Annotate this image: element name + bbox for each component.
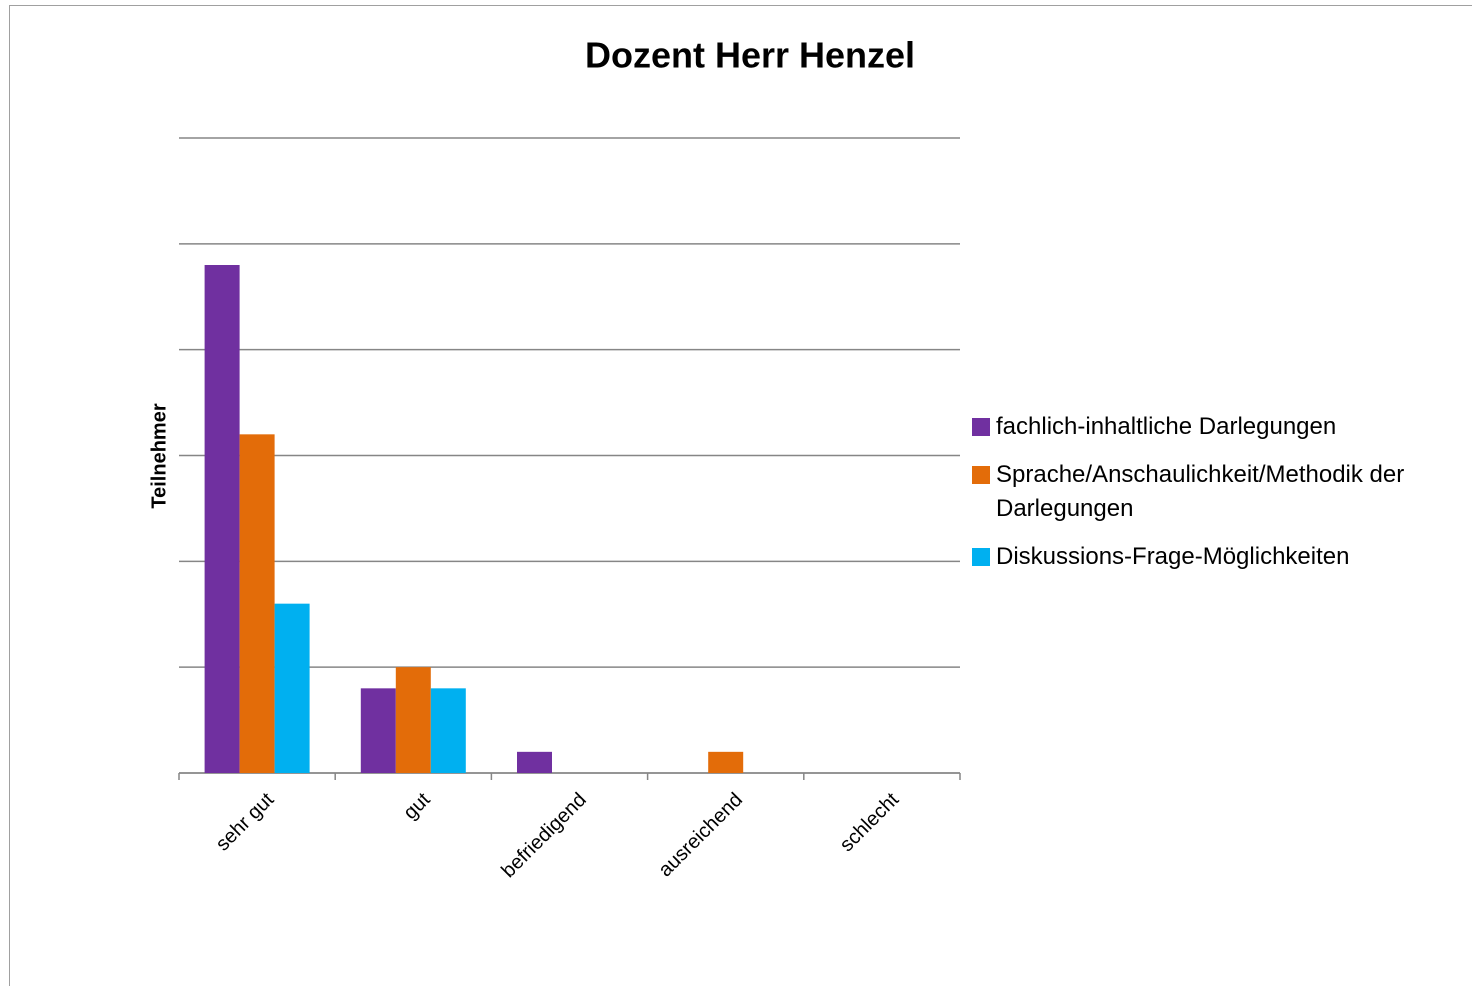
legend-label: Sprache/Anschaulichkeit/Methodik der Dar… [996,461,1405,522]
legend-swatch [972,466,990,484]
legend-swatch [972,548,990,566]
legend-item: Sprache/Anschaulichkeit/Methodik der Dar… [970,458,1460,526]
x-tick-label: befriedigend [497,789,590,882]
x-tick-label: gut [399,788,435,824]
legend-item: fachlich-inhaltliche Darlegungen [970,410,1460,444]
legend-swatch [972,418,990,436]
y-axis-label: Teilnehmer [148,403,170,508]
legend-item: Diskussions-Frage-Möglichkeiten [970,540,1460,574]
bar [360,688,396,773]
bar [708,751,744,773]
bar [517,751,552,773]
chart-title: Dozent Herr Henzel [585,35,915,76]
legend: fachlich-inhaltliche Darlegungen Sprache/… [970,410,1460,588]
bar [204,265,240,773]
bar [430,688,466,773]
legend-label: fachlich-inhaltliche Darlegungen [996,413,1337,440]
legend-label: Diskussions-Frage-Möglichkeiten [996,543,1350,570]
chart-frame [9,5,1472,986]
x-tick-label: sehr gut [212,788,279,855]
x-tick-label: ausreichend [654,789,747,882]
bar [395,667,431,773]
bar [239,434,275,773]
bar [274,603,310,773]
x-tick-label: schlecht [836,788,904,856]
